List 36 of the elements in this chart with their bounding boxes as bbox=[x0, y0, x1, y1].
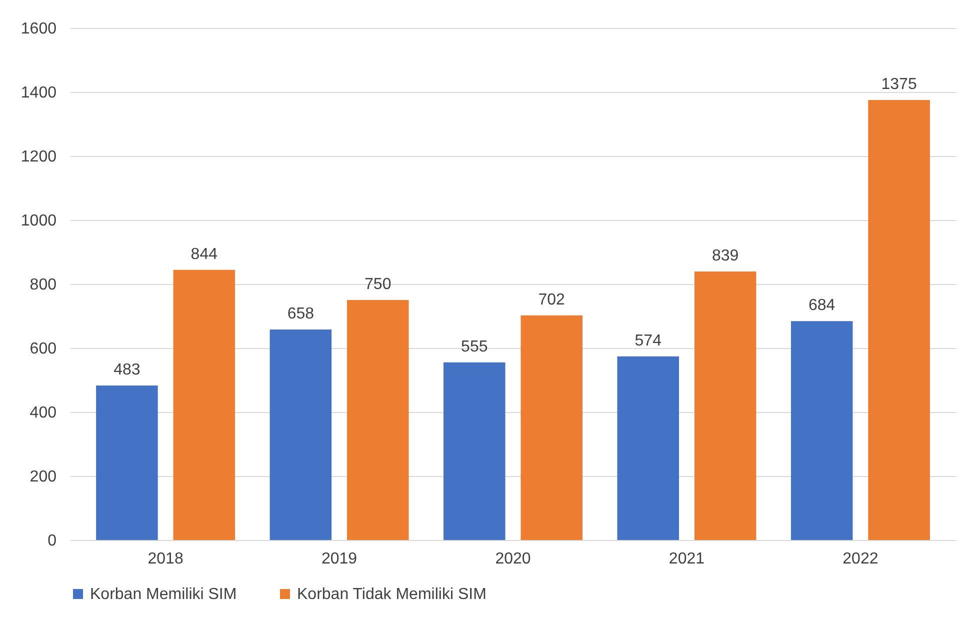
x-tick-label: 2019 bbox=[321, 550, 358, 568]
bar bbox=[96, 385, 158, 540]
bar bbox=[444, 362, 506, 540]
bar bbox=[790, 321, 853, 540]
y-tick-label: 800 bbox=[30, 276, 57, 294]
y-tick-label: 0 bbox=[48, 532, 57, 550]
y-tick-label: 1400 bbox=[20, 84, 57, 102]
bar bbox=[173, 270, 236, 540]
bar bbox=[694, 272, 756, 540]
data-label: 839 bbox=[712, 248, 739, 265]
y-tick-label: 1200 bbox=[20, 148, 57, 166]
data-label: 555 bbox=[461, 338, 488, 356]
data-label: 1375 bbox=[881, 76, 917, 93]
y-tick-label: 1000 bbox=[20, 212, 57, 230]
bar bbox=[270, 329, 332, 540]
x-tick-label: 2020 bbox=[495, 550, 531, 568]
legend-label: Korban Memiliki SIM bbox=[90, 586, 237, 603]
y-tick-label: 200 bbox=[30, 468, 57, 486]
y-tick-label: 600 bbox=[30, 340, 57, 358]
data-label: 658 bbox=[287, 305, 314, 322]
x-tick-label: 2022 bbox=[842, 550, 878, 568]
x-tick-label: 2021 bbox=[668, 550, 705, 568]
data-label: 574 bbox=[634, 332, 662, 350]
bar bbox=[617, 356, 680, 540]
bar bbox=[868, 100, 930, 540]
bar bbox=[520, 315, 582, 540]
bar bbox=[346, 300, 409, 540]
y-tick-label: 1600 bbox=[20, 20, 57, 38]
legend-label: Korban Tidak Memiliki SIM bbox=[297, 586, 486, 603]
data-label: 483 bbox=[114, 361, 140, 378]
y-tick-label: 400 bbox=[30, 404, 57, 422]
data-label: 702 bbox=[538, 291, 566, 308]
x-tick-label: 2018 bbox=[148, 550, 184, 568]
data-label: 684 bbox=[808, 297, 836, 314]
data-label: 844 bbox=[190, 246, 218, 263]
data-label: 750 bbox=[364, 276, 392, 293]
